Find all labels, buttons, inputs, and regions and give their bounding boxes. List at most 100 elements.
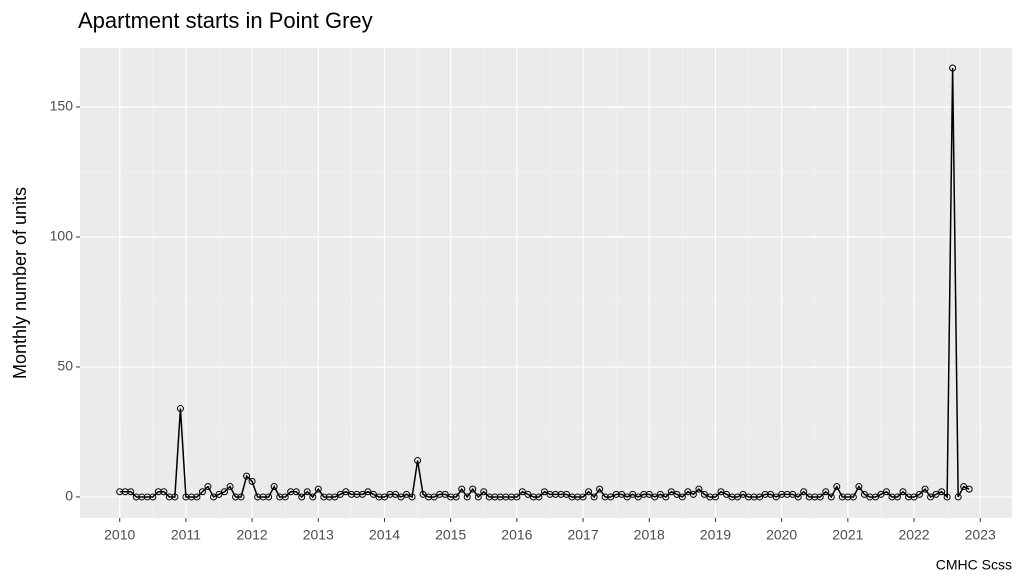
point <box>375 493 383 501</box>
point <box>723 490 731 498</box>
x-tick-label: 2016 <box>501 527 532 543</box>
point <box>932 490 940 498</box>
point <box>380 493 388 501</box>
point <box>794 493 802 501</box>
point <box>684 488 692 496</box>
point <box>756 493 764 501</box>
point <box>232 493 240 501</box>
point <box>292 488 300 496</box>
x-tick-label: 2011 <box>171 527 201 543</box>
point <box>149 493 157 501</box>
point <box>921 485 929 493</box>
point <box>414 457 422 465</box>
x-tick-label: 2013 <box>303 527 334 543</box>
point <box>717 488 725 496</box>
point <box>193 493 201 501</box>
x-tick-label: 2020 <box>766 527 797 543</box>
point <box>198 488 206 496</box>
point <box>474 493 482 501</box>
point <box>546 490 554 498</box>
point <box>358 490 366 498</box>
point <box>182 493 190 501</box>
y-tick-label: 100 <box>50 228 74 244</box>
point <box>518 488 526 496</box>
point <box>259 493 267 501</box>
point <box>893 493 901 501</box>
x-tick-label: 2012 <box>237 527 268 543</box>
point <box>733 493 741 501</box>
point <box>563 490 571 498</box>
point <box>127 488 135 496</box>
point <box>827 493 835 501</box>
point <box>507 493 515 501</box>
point <box>309 493 317 501</box>
point <box>430 493 438 501</box>
point <box>629 490 637 498</box>
y-tick-label: 150 <box>50 98 74 114</box>
point <box>590 493 598 501</box>
x-tick-label: 2017 <box>567 527 598 543</box>
point <box>634 493 642 501</box>
point <box>210 493 218 501</box>
point <box>618 490 626 498</box>
point <box>215 490 223 498</box>
point <box>276 493 284 501</box>
point <box>116 488 124 496</box>
point <box>171 493 179 501</box>
y-axis-label: Monthly number of units <box>10 187 30 379</box>
point <box>761 490 769 498</box>
point <box>822 488 830 496</box>
point <box>612 490 620 498</box>
point <box>949 64 957 72</box>
point <box>910 493 918 501</box>
panel <box>80 48 1012 518</box>
point <box>557 490 565 498</box>
point <box>640 490 648 498</box>
x-tick-label: 2022 <box>898 527 929 543</box>
point <box>689 490 697 498</box>
point <box>441 490 449 498</box>
x-tick-label: 2021 <box>832 527 863 543</box>
point <box>728 493 736 501</box>
point <box>303 488 311 496</box>
point <box>678 493 686 501</box>
point <box>739 490 747 498</box>
point <box>491 493 499 501</box>
point <box>954 493 962 501</box>
point <box>899 488 907 496</box>
marks <box>116 64 973 501</box>
y-tick-label: 50 <box>57 358 73 374</box>
point <box>860 490 868 498</box>
point <box>888 493 896 501</box>
point <box>160 488 168 496</box>
point <box>745 493 753 501</box>
point <box>877 490 885 498</box>
point <box>805 493 813 501</box>
point <box>347 490 355 498</box>
point <box>458 485 466 493</box>
point <box>524 490 532 498</box>
point <box>314 485 322 493</box>
point <box>132 493 140 501</box>
point <box>513 493 521 501</box>
point <box>849 493 857 501</box>
x-tick-label: 2019 <box>700 527 731 543</box>
point <box>596 485 604 493</box>
point <box>336 490 344 498</box>
chart-title: Apartment starts in Point Grey <box>78 8 373 33</box>
point <box>651 493 659 501</box>
point <box>143 493 151 501</box>
point <box>364 488 372 496</box>
point <box>397 493 405 501</box>
point <box>811 493 819 501</box>
caption: CMHC Scss <box>936 557 1012 573</box>
point <box>607 493 615 501</box>
x-tick-label: 2023 <box>965 527 996 543</box>
point <box>927 493 935 501</box>
x-tick-label: 2010 <box>104 527 135 543</box>
point <box>237 493 245 501</box>
point <box>700 490 708 498</box>
point <box>938 488 946 496</box>
point <box>392 490 400 498</box>
